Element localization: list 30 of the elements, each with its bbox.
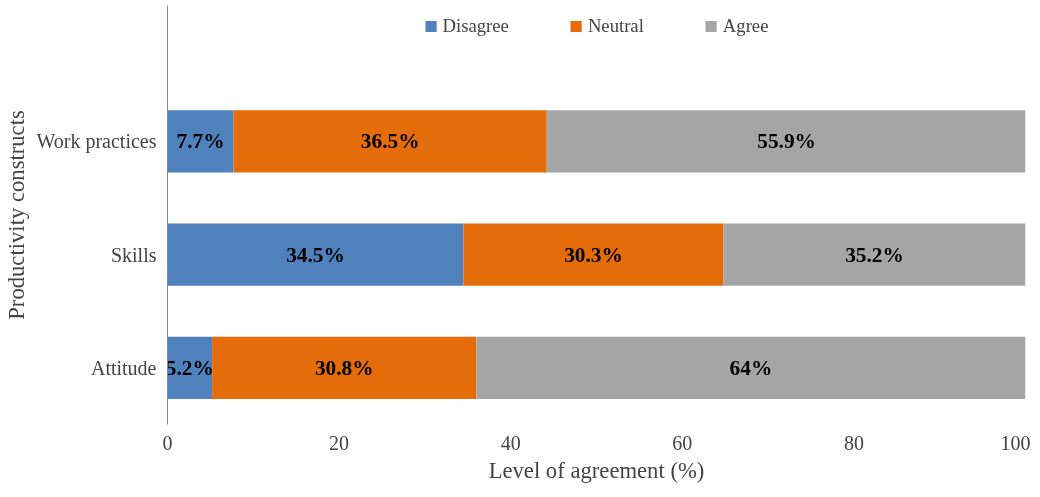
data-label: 34.5% xyxy=(286,242,345,267)
bar xyxy=(546,110,1026,173)
bar xyxy=(233,110,547,173)
x-tick-label: 0 xyxy=(162,431,173,454)
data-label: 64% xyxy=(729,355,773,380)
bar xyxy=(463,223,724,286)
data-label: 30.3% xyxy=(564,242,623,267)
x-tick-label: 40 xyxy=(500,431,521,454)
bar xyxy=(723,223,1026,286)
bar xyxy=(476,336,1026,400)
bar xyxy=(167,223,464,286)
x-tick-label: 100 xyxy=(1000,431,1031,454)
bar xyxy=(212,336,477,400)
data-label: 55.9% xyxy=(757,129,816,154)
x-axis-title: Level of agreement (%) xyxy=(488,457,705,483)
data-label: 7.7% xyxy=(176,129,225,154)
x-tick-label: 60 xyxy=(672,431,693,454)
data-label: 30.8% xyxy=(314,355,374,380)
y-tick-label: Skills xyxy=(110,243,157,266)
data-label: 35.2% xyxy=(845,242,904,267)
data-label: 36.5% xyxy=(360,129,420,154)
legend-label: Neutral xyxy=(587,15,644,37)
legend-label: Disagree xyxy=(442,15,509,37)
y-tick-label: Attitude xyxy=(90,356,157,379)
y-axis-title: Productivity constructs xyxy=(3,110,29,320)
y-tick-label: Work practices xyxy=(36,130,157,154)
legend-label: Agree xyxy=(722,15,769,37)
x-tick-label: 20 xyxy=(329,431,350,454)
x-tick-label: 80 xyxy=(843,431,864,454)
bar xyxy=(167,110,234,173)
